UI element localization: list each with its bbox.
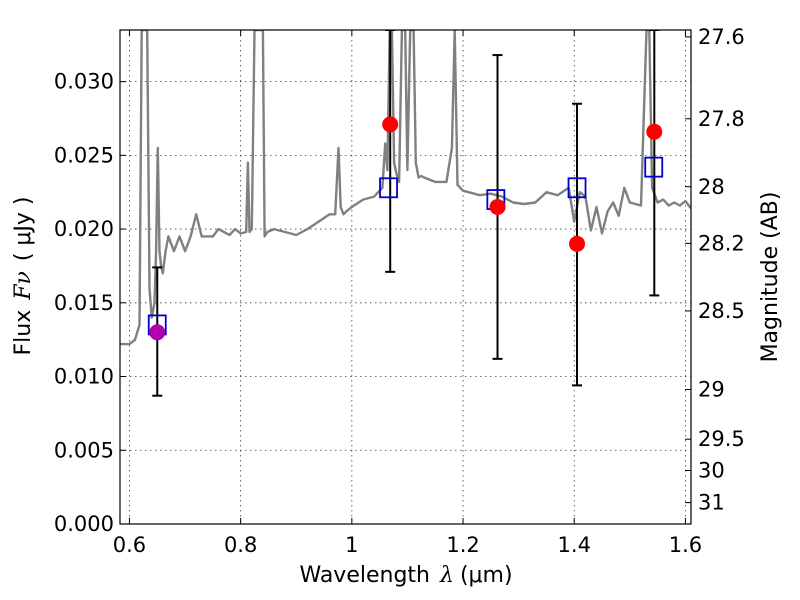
y2-tick-label: 27.8 [698, 107, 745, 131]
y2-tick-label: 29 [698, 378, 725, 402]
y2-tick-label: 27.6 [698, 25, 745, 49]
y2-tick-label: 28.5 [698, 299, 745, 323]
x-axis-label-unit: (μm) [460, 563, 513, 588]
data-layer [120, 30, 691, 397]
x-tick-label: 1.2 [446, 533, 479, 557]
plot-frame [119, 29, 692, 525]
x-tick-label: 1.6 [669, 533, 702, 557]
y2-tick-label: 28.2 [698, 231, 745, 255]
x-tick-label: 0.6 [113, 533, 146, 557]
model-photometry-square [567, 177, 587, 199]
x-tick-label: 1.4 [558, 533, 591, 557]
y-tick-label: 0.000 [54, 512, 114, 536]
x-axis-label-symbol: λ [439, 563, 454, 588]
observed-point [382, 116, 399, 133]
spectrum-line [120, 30, 691, 346]
y-tick-label: 0.030 [54, 70, 114, 94]
y2-tick-label: 31 [698, 491, 725, 515]
observed-point [489, 198, 506, 215]
model-photometry-square [379, 177, 398, 199]
y2-tick-label: 28 [698, 175, 725, 199]
x-axis-label-text: Wavelength [299, 563, 430, 588]
y-tick-label: 0.020 [54, 217, 114, 241]
y-tick-label: 0.005 [54, 438, 114, 462]
observed-point [149, 324, 166, 341]
model-photometry-square [644, 156, 664, 178]
y2-tick-label: 29.5 [698, 427, 745, 451]
observed-point [569, 235, 586, 252]
y-tick-label: 0.025 [54, 143, 114, 167]
x-tick-label: 0.8 [224, 533, 257, 557]
y-axis-label-symbol: Fν [11, 271, 36, 301]
y2-axis-label: Magnitude (AB) [758, 192, 783, 363]
y-tick-label: 0.010 [54, 365, 114, 389]
x-tick-label: 1 [345, 533, 358, 557]
axis-ticks: 0.6 0.8 1 1.2 1.4 1.6 0.000 0.005 0.010 0.015 0.02… [54, 25, 745, 557]
y-tick-label: 0.015 [54, 291, 114, 315]
x-axis-label: Wavelength λ (μm) [299, 563, 512, 588]
y2-tick-label: 30 [698, 458, 725, 482]
observed-point [646, 123, 663, 140]
y-axis-label: Flux Fν ( μJy ) [11, 196, 36, 355]
y-axis-label-unit: ( μJy ) [11, 196, 36, 261]
y-axis-label-text: Flux [11, 310, 36, 356]
